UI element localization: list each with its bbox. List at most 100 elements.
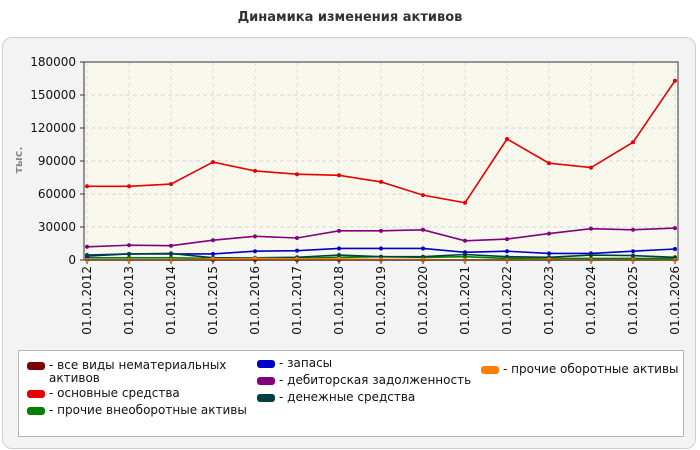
- y-tick-labels: 0 30000 60000 90000 120000 150000 180000: [30, 55, 76, 267]
- legend-swatch: [481, 366, 499, 374]
- data-point: [211, 238, 215, 243]
- x-tick-labels: 01.01.2012 01.01.2013 01.01.2014 01.01.2015…: [80, 266, 682, 335]
- data-point: [631, 227, 635, 232]
- data-point: [379, 228, 383, 233]
- legend-item-cash: - денежные средства: [257, 391, 415, 404]
- data-point: [253, 249, 257, 254]
- data-point: [589, 253, 593, 258]
- data-point: [505, 249, 509, 254]
- plot-frame: [83, 61, 679, 261]
- data-point: [211, 160, 215, 165]
- legend-label: - запасы: [279, 356, 333, 370]
- data-point: [589, 226, 593, 231]
- x-tick-label: 01.01.2012: [80, 266, 94, 335]
- data-point: [295, 236, 299, 240]
- data-point: [337, 228, 341, 233]
- legend-swatch: [27, 362, 45, 370]
- x-tick-label: 01.01.2026: [668, 266, 682, 335]
- y-axis-label: тыс.: [12, 146, 25, 173]
- x-tick-label: 01.01.2016: [248, 266, 262, 335]
- data-point: [463, 252, 467, 257]
- data-point: [631, 249, 635, 254]
- data-point: [169, 182, 173, 187]
- legend-swatch: [257, 377, 275, 385]
- data-point: [379, 246, 383, 251]
- data-point: [463, 238, 467, 243]
- y-tick-label: 60000: [38, 187, 76, 201]
- x-tick-label: 01.01.2020: [416, 266, 430, 335]
- data-point: [421, 246, 425, 251]
- data-point: [589, 165, 593, 170]
- data-point: [295, 172, 299, 177]
- y-tick-label: 120000: [30, 121, 76, 135]
- chart-title: Динамика изменения активов: [237, 10, 463, 25]
- legend-item-other-current: - прочие оборотные активы: [481, 363, 679, 376]
- y-tick-label: 0: [68, 253, 76, 267]
- legend-label: - прочие внеоборотные активы: [49, 403, 247, 417]
- data-point: [337, 173, 341, 178]
- legend-swatch: [27, 390, 45, 398]
- data-point: [505, 137, 509, 141]
- data-point: [169, 251, 173, 256]
- data-point: [673, 226, 677, 231]
- legend-label: - денежные средства: [279, 390, 416, 404]
- x-tick-label: 01.01.2019: [374, 266, 388, 335]
- data-point: [169, 243, 173, 248]
- data-point: [631, 253, 635, 258]
- data-point: [85, 253, 89, 258]
- data-point: [673, 78, 677, 83]
- x-tick-label: 01.01.2015: [206, 266, 220, 335]
- legend-item-intangible: - все виды нематериальных активов: [27, 359, 247, 385]
- data-point: [379, 257, 383, 262]
- x-tick-label: 01.01.2017: [290, 266, 304, 335]
- data-point: [463, 200, 467, 205]
- data-point: [421, 227, 425, 232]
- y-tick-label: 180000: [30, 55, 76, 69]
- data-point: [421, 254, 425, 259]
- legend-item-fixed-assets: - основные средства: [27, 387, 180, 400]
- data-point: [547, 257, 551, 262]
- x-tick-label: 01.01.2018: [332, 266, 346, 335]
- data-point: [211, 251, 215, 256]
- data-point: [673, 255, 677, 260]
- legend-label: - прочие оборотные активы: [503, 362, 679, 376]
- data-point: [127, 251, 131, 256]
- data-point: [337, 253, 341, 258]
- y-tick-label: 30000: [38, 220, 76, 234]
- legend-label: - все виды нематериальных активов: [49, 358, 227, 385]
- data-point: [631, 140, 635, 145]
- x-tick-label: 01.01.2025: [626, 266, 640, 335]
- y-tick-label: 90000: [38, 154, 76, 168]
- legend-label: - основные средства: [49, 386, 180, 400]
- x-tick-label: 01.01.2023: [542, 266, 556, 335]
- data-point: [421, 257, 425, 262]
- data-point: [547, 161, 551, 166]
- data-point: [673, 247, 677, 251]
- legend-item-other-noncurrent: - прочие внеоборотные активы: [27, 404, 247, 417]
- x-tick-label: 01.01.2021: [458, 266, 472, 335]
- x-tick-label: 01.01.2022: [500, 266, 514, 335]
- legend-label: - дебиторская задолженность: [279, 373, 472, 387]
- legend-item-inventory: - запасы: [257, 357, 332, 370]
- data-point: [253, 234, 257, 239]
- data-point: [505, 254, 509, 259]
- data-point: [379, 179, 383, 184]
- legend: - все виды нематериальных активов - осно…: [18, 350, 684, 437]
- y-tick-label: 150000: [30, 88, 76, 102]
- data-point: [85, 244, 89, 249]
- data-point: [547, 251, 551, 256]
- data-point: [253, 168, 257, 173]
- data-point: [127, 184, 131, 189]
- data-point: [85, 184, 89, 189]
- legend-swatch: [257, 394, 275, 402]
- x-tick-label: 01.01.2024: [584, 266, 598, 335]
- data-point: [421, 193, 425, 198]
- data-point: [505, 237, 509, 242]
- data-point: [337, 246, 341, 251]
- legend-swatch: [257, 360, 275, 368]
- legend-item-receivables: - дебиторская задолженность: [257, 374, 471, 387]
- legend-swatch: [27, 407, 45, 415]
- x-tick-label: 01.01.2013: [122, 266, 136, 335]
- x-tick-label: 01.01.2014: [164, 266, 178, 335]
